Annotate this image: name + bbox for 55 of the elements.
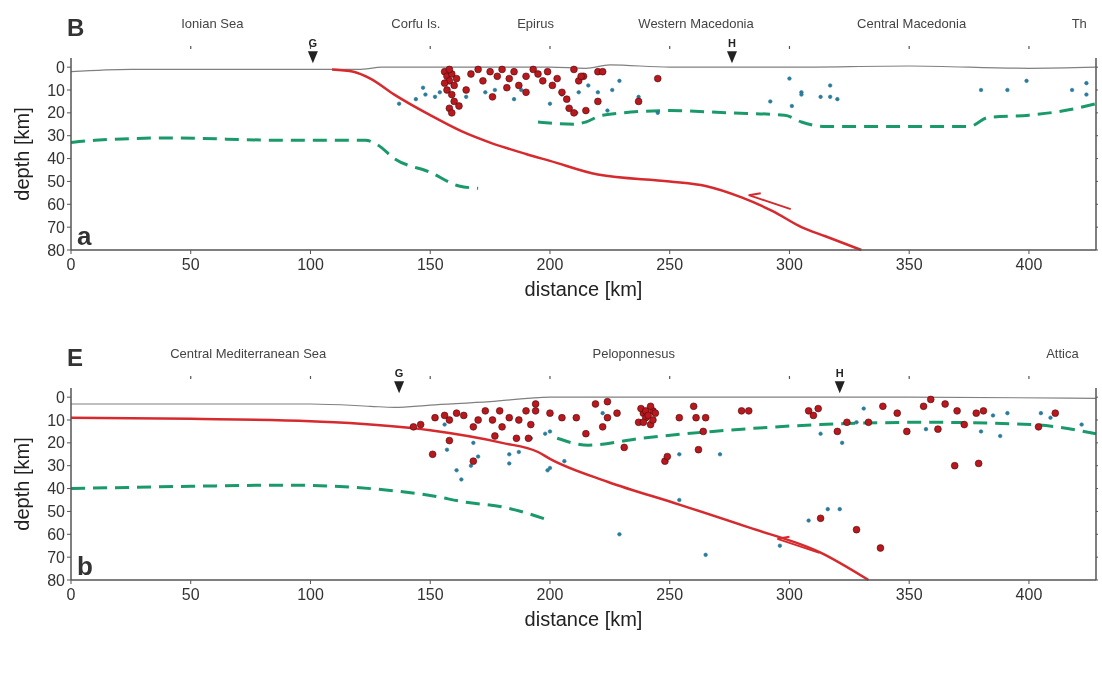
text: B [67,14,85,41]
text: Central Mediterranean Sea [170,346,328,361]
text: Ionian Sea [181,16,245,31]
y-tick-label: 50 [47,503,66,521]
text: Corfu Is. [391,16,441,31]
text: Th [1071,16,1087,31]
y-tick-label: 0 [56,388,66,406]
x-axis-title: distance [km] [524,278,643,300]
annotation: b [77,551,93,581]
y-tick-label: 10 [47,81,66,99]
y-tick-label: 10 [47,411,66,429]
text: G [394,367,404,380]
text: Peloponnesus [592,346,676,361]
y-tick-label: 80 [47,241,66,259]
x-tick-label: 200 [536,256,564,273]
text: Central Macedonia [857,16,967,31]
y-axis-title: depth [km] [11,107,33,201]
y-axis-title: depth [km] [11,437,33,531]
y-tick-label: 70 [47,548,66,566]
text: Epirus [517,16,555,31]
y-tick-label: 30 [47,127,66,145]
y-tick-label: 0 [56,58,66,76]
x-tick-label: 400 [1015,256,1043,273]
x-tick-label: 50 [181,256,200,273]
y-tick-label: 20 [47,104,66,122]
y-tick-label: 60 [47,195,66,213]
x-tick-label: 100 [297,256,324,273]
x-tick-label: 350 [895,256,923,273]
text: H [835,367,844,380]
x-tick-label: 250 [656,586,684,603]
y-tick-label: 30 [47,457,66,475]
x-tick-label: 350 [895,586,923,603]
text: Western Macedonia [638,16,755,31]
y-tick-label: 70 [47,218,66,236]
y-tick-label: 80 [47,571,66,589]
y-tick-label: 40 [47,480,66,498]
x-tick-label: 150 [416,256,444,273]
x-axis-title: distance [km] [524,608,643,630]
x-tick-label: 200 [536,586,564,603]
x-tick-label: 150 [416,586,444,603]
y-tick-label: 60 [47,525,66,543]
text: E [67,344,84,371]
x-tick-label: 400 [1015,586,1043,603]
x-tick-label: 50 [181,586,200,603]
x-tick-label: 100 [297,586,324,603]
text: H [728,37,736,50]
x-tick-label: 300 [776,586,803,603]
y-tick-label: 50 [47,173,66,191]
text: Attica [1046,346,1080,361]
annotation: a [77,221,92,251]
x-tick-label: 250 [656,256,684,273]
y-tick-label: 20 [47,434,66,452]
y-tick-label: 40 [47,150,66,168]
x-tick-label: 300 [776,256,803,273]
text: G [308,37,318,50]
